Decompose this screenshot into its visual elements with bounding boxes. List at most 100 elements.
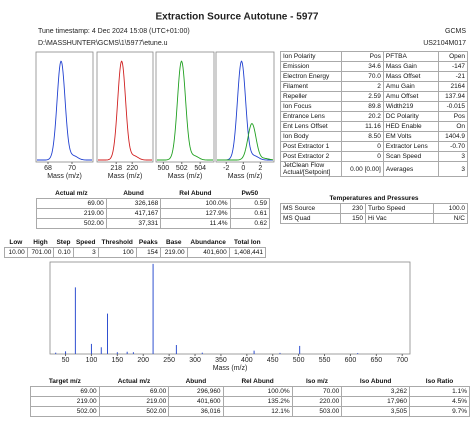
cell: 219.00 [36,208,107,219]
parameter-value: Pos [341,51,384,62]
iso-row: 219.00 219.00 401,600 135.2% 220.00 17,960 4.5… [30,396,470,407]
parameter-value: 20.2 [341,111,384,122]
x-tick-label: 450 [267,357,279,364]
parameter-name: Amu Gain [382,81,439,92]
column-header: Threshold [98,238,137,248]
cell: 100.0 [432,203,469,214]
parameter-value: 89.8 [341,101,384,112]
parameter-name: Scan Speed [382,151,439,162]
parameter-name: Ion Body [280,131,342,142]
cell: 1,408,441 [228,247,267,258]
iso-row: 69.00 69.00 296,960 100.0% 70.00 3,262 1.1% [30,386,470,397]
peaks-row: 502.00 37,331 11.4% 0.62 [36,218,271,229]
cell: 9.7% [409,406,470,417]
scan-table: Low High Step Speed Threshold Peaks Base Abunda… [4,238,267,258]
cell: 100 [97,247,137,258]
cell: 502.00 [36,218,107,229]
x-tick-label: 220 [126,165,138,172]
parameter-row: Entrance Lens 20.2 DC Polarity Pos [280,111,469,122]
x-tick-label: 50 [62,357,70,364]
temperature-table: Temperatures and Pressures MS Source 230 Tu… [280,194,469,224]
column-header: Step [53,238,74,248]
column-header: Rel Abund [160,189,231,199]
column-header: Peaks [136,238,161,248]
scan-header: Low High Step Speed Threshold Peaks Base Abunda… [4,238,266,248]
parameter-name: PFTBA [382,51,439,62]
cell: 401,600 [186,247,230,258]
cell: MS Quad [280,213,341,224]
peak-trace [217,60,273,161]
cell: Turbo Speed [364,203,434,214]
timestamp: Tune timestamp: 4 Dec 2024 15:08 (UTC+01… [38,28,190,35]
parameter-value: -21 [437,71,469,82]
cell: 219.00 [30,396,100,407]
parameter-value: 2.59 [341,91,384,102]
instrument: GCMS [445,28,466,35]
parameter-row: Repeller 2.59 Amu Offset 137.94 [280,91,469,102]
plot-frame [155,51,215,163]
parameter-name: Emission [280,61,342,72]
parameter-value: 11.16 [341,121,384,132]
parameter-row: Ion Body 8.50 EM Volts 1404.9 [280,131,469,142]
x-axis-label: Mass (m/z) [108,173,143,180]
cell: 154 [135,247,161,258]
peaks-header: Actual m/z Abund Rel Abund Pw50 [36,189,270,199]
x-tick-label: 250 [163,357,175,364]
temps-row: MS Source 230 Turbo Speed 100.0 [280,203,469,214]
parameter-row: Ion Focus 89.8 Width219 -0.015 [280,101,469,112]
iso-row: 502.00 502.00 36,016 12.1% 503.00 3,505 9.7% [30,406,470,417]
x-tick-label: 0 [241,165,245,172]
parameter-name: HED Enable [382,121,439,132]
cell: 0.61 [229,208,271,219]
peak-trace [37,60,92,161]
plot-frame [35,51,94,163]
parameter-row: Filament 2 Amu Gain 2164 [280,81,469,92]
temps-title-row: Temperatures and Pressures [280,194,468,204]
column-header: Iso Abund [341,377,410,387]
peaks-table: Actual m/z Abund Rel Abund Pw50 69.00 326,168… [36,189,271,229]
parameter-value: 3 [437,151,469,162]
cell: 150 [339,213,366,224]
cell: 3,505 [341,406,411,417]
cell: 220.00 [291,396,343,407]
cell: 69.00 [30,386,100,397]
plot-frame [96,51,154,163]
column-header: Abund [106,189,161,199]
x-axis-label: Mass (m/z) [213,365,248,372]
parameter-name: Mass Gain [382,61,439,72]
x-axis-label: Mass (m/z) [168,173,203,180]
column-header: Base [160,238,188,248]
parameter-value: -0.015 [437,101,469,112]
cell: 401,600 [168,396,224,407]
cell: 100.0% [160,198,231,209]
cell: 4.5% [409,396,470,407]
scan-values: 10.00 701.00 0.10 3 100 154 219.00 401,600 1,408… [4,247,267,258]
parameter-value: 137.94 [437,91,469,102]
column-header: Abund [168,377,224,387]
cell: 17,960 [341,396,411,407]
x-tick-label: 350 [215,357,227,364]
cell: 296,960 [168,386,224,397]
parameter-value: 70.0 [341,71,384,82]
iso-header: Target m/z Actual m/z Abund Rel Abund Iso m/… [30,377,470,387]
x-tick-label: 500 [293,357,305,364]
peaks-row: 69.00 326,168 100.0% 0.59 [36,198,271,209]
parameter-row: JetClean Flow Actual/[Setpoint] 0.00 [0.0… [280,161,469,177]
column-header: Pw50 [230,189,270,199]
parameter-name: Repeller [280,91,342,102]
column-header: Speed [73,238,99,248]
parameter-name: Mass Offset [382,71,439,82]
parameter-name: Electron Energy [280,71,342,82]
cell: 135.2% [222,396,293,407]
parameter-row: Emission 34.6 Mass Gain -147 [280,61,469,72]
parameter-name: Post Extractor 1 [280,141,342,152]
x-tick-label: 100 [86,357,98,364]
parameter-value: -0.70 [437,141,469,152]
parameter-table: Ion Polarity Pos PFTBA Open Emission 34.6 Mass… [280,51,469,177]
x-tick-label: 150 [111,357,123,364]
cell: 502.00 [98,406,170,417]
parameter-name: DC Polarity [382,111,439,122]
parameter-name: Ion Focus [280,101,342,112]
